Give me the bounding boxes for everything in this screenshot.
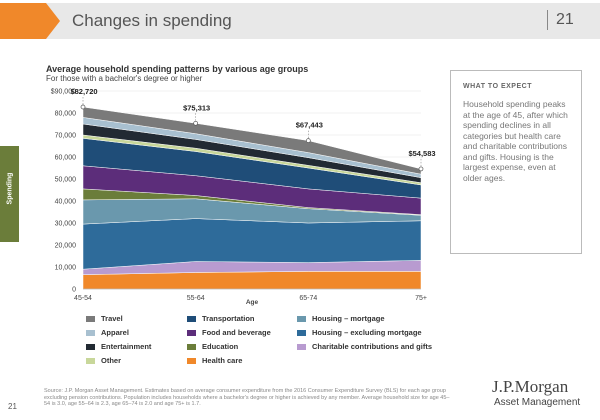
legend-label: Transportation: [202, 314, 255, 323]
legend-item: Charitable contributions and gifts: [297, 342, 432, 351]
y-tick-label: 30,000: [55, 221, 77, 228]
legend-label: Entertainment: [101, 342, 152, 351]
legend-item: Education: [187, 342, 238, 351]
y-tick-label: 20,000: [55, 243, 77, 250]
x-axis-label: Age: [246, 299, 259, 306]
chart-subtitle: For those with a bachelor's degree or hi…: [46, 74, 203, 83]
legend-swatch: [86, 358, 95, 365]
x-tick-label: 55-64: [187, 295, 205, 302]
area-series: [82, 271, 422, 290]
legend-swatch: [297, 344, 306, 351]
legend-item: Apparel: [86, 328, 129, 337]
x-tick-label: 65-74: [299, 295, 317, 302]
total-marker: [193, 120, 199, 126]
legend-swatch: [297, 316, 306, 323]
legend-item: Other: [86, 356, 121, 365]
header-divider: [547, 10, 548, 30]
area-series: [82, 218, 422, 270]
legend-item: Housing – mortgage: [297, 314, 385, 323]
legend-swatch: [297, 330, 306, 337]
area-series: [82, 106, 422, 175]
legend-label: Travel: [101, 314, 123, 323]
legend-swatch: [187, 344, 196, 351]
legend-swatch: [187, 358, 196, 365]
y-tick-label: $90,000: [51, 89, 76, 96]
total-marker: [305, 138, 311, 143]
legend-swatch: [187, 316, 196, 323]
y-tick-label: 50,000: [55, 177, 77, 184]
y-tick-label: 70,000: [55, 133, 77, 140]
legend-item: Health care: [187, 356, 242, 365]
footer-page-number: 21: [8, 402, 17, 411]
side-tab[interactable]: [0, 146, 19, 242]
total-label: $54,583: [408, 149, 435, 158]
total-marker: [80, 104, 86, 110]
legend-label: Food and beverage: [202, 328, 271, 337]
legend-label: Charitable contributions and gifts: [312, 342, 433, 351]
x-tick-label: 45-54: [74, 295, 92, 302]
expect-body: Household spending peaks at the age of 4…: [463, 99, 568, 183]
legend-label: Housing – mortgage: [312, 314, 385, 323]
legend-swatch: [187, 330, 196, 337]
y-tick-label: 80,000: [55, 111, 77, 118]
y-tick-label: 60,000: [55, 155, 77, 162]
total-marker: [418, 166, 424, 172]
header-page-number: 21: [556, 11, 574, 28]
expect-heading: WHAT TO EXPECT: [463, 83, 532, 90]
total-label: $82,720: [70, 87, 97, 96]
page-title: Changes in spending: [72, 11, 232, 30]
y-tick-label: 0: [72, 287, 76, 294]
logo-wordmark: J.P.Morgan: [492, 377, 569, 396]
header-banner: [0, 3, 600, 39]
legend-item: Entertainment: [86, 342, 151, 351]
x-tick-label: 75+: [415, 295, 427, 302]
header-arrow-icon: [0, 3, 60, 39]
legend-label: Health care: [202, 356, 243, 365]
legend-label: Apparel: [101, 328, 129, 337]
y-tick-label: 10,000: [55, 265, 77, 272]
source-note: Source: J.P. Morgan Asset Management. Es…: [44, 388, 450, 407]
what-to-expect-box: WHAT TO EXPECT Household spending peaks …: [450, 70, 582, 254]
logo-subtitle: Asset Management: [494, 397, 581, 408]
legend-item: Transportation: [187, 314, 255, 323]
legend-swatch: [86, 344, 95, 351]
legend-item: Housing – excluding mortgage: [297, 328, 422, 337]
legend-swatch: [86, 316, 95, 323]
header-arrow-shape: [0, 3, 60, 39]
legend-item: Food and beverage: [187, 328, 271, 337]
legend-label: Education: [202, 342, 239, 351]
total-label: $67,443: [296, 121, 323, 130]
total-label: $75,313: [183, 103, 210, 112]
y-tick-label: 40,000: [55, 199, 77, 206]
chart-title: Average household spending patterns by v…: [46, 64, 309, 74]
legend-item: Travel: [86, 314, 123, 323]
legend-label: Housing – excluding mortgage: [312, 328, 422, 337]
legend-label: Other: [101, 356, 122, 365]
legend-swatch: [86, 330, 95, 337]
